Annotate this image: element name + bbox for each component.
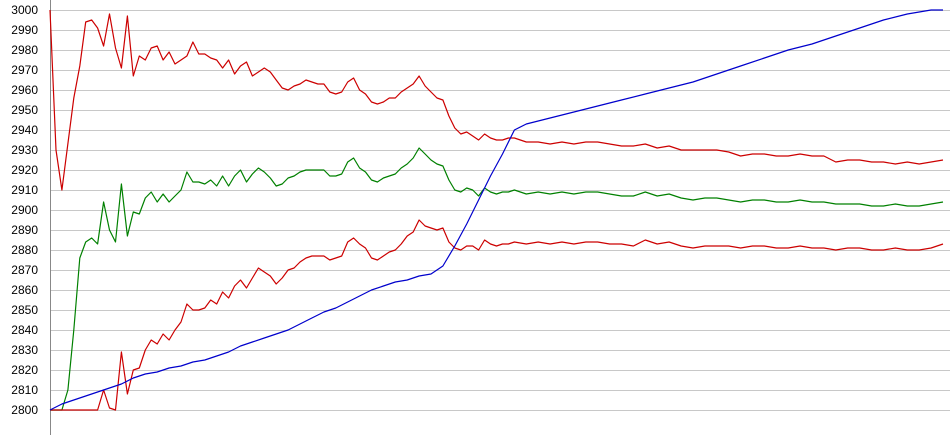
series-line-upper: [49, 9, 944, 191]
y-tick-label: 2880: [11, 243, 38, 257]
y-tick-label: 2870: [11, 263, 38, 277]
y-tick-label: 2920: [11, 163, 38, 177]
y-tick-label: 2820: [11, 363, 38, 377]
y-tick-label: 2930: [11, 143, 38, 157]
series-line-lower: [50, 219, 944, 411]
y-tick-label: 2910: [11, 183, 38, 197]
grid-lines: [50, 10, 950, 411]
y-tick-label: 3000: [11, 3, 38, 17]
y-tick-labels: 3000 2990 2980 2970 2960 2950 2940 2930 2920 2910…: [11, 3, 38, 417]
series-lines: [49, 9, 944, 411]
y-tick-label: 2960: [11, 83, 38, 97]
series-line-middle: [50, 147, 944, 411]
y-tick-label: 2970: [11, 63, 38, 77]
y-tick-label: 2980: [11, 43, 38, 57]
y-tick-label: 2900: [11, 203, 38, 217]
y-tick-label: 2860: [11, 283, 38, 297]
y-tick-label: 2940: [11, 123, 38, 137]
y-tick-label: 2950: [11, 103, 38, 117]
series-line-trend: [49, 9, 943, 411]
y-tick-label: 2850: [11, 303, 38, 317]
y-tick-label: 2890: [11, 223, 38, 237]
y-tick-label: 2810: [11, 383, 38, 397]
y-tick-label: 2840: [11, 323, 38, 337]
y-tick-label: 2830: [11, 343, 38, 357]
y-tick-label: 2800: [11, 403, 38, 417]
y-tick-label: 2990: [11, 23, 38, 37]
